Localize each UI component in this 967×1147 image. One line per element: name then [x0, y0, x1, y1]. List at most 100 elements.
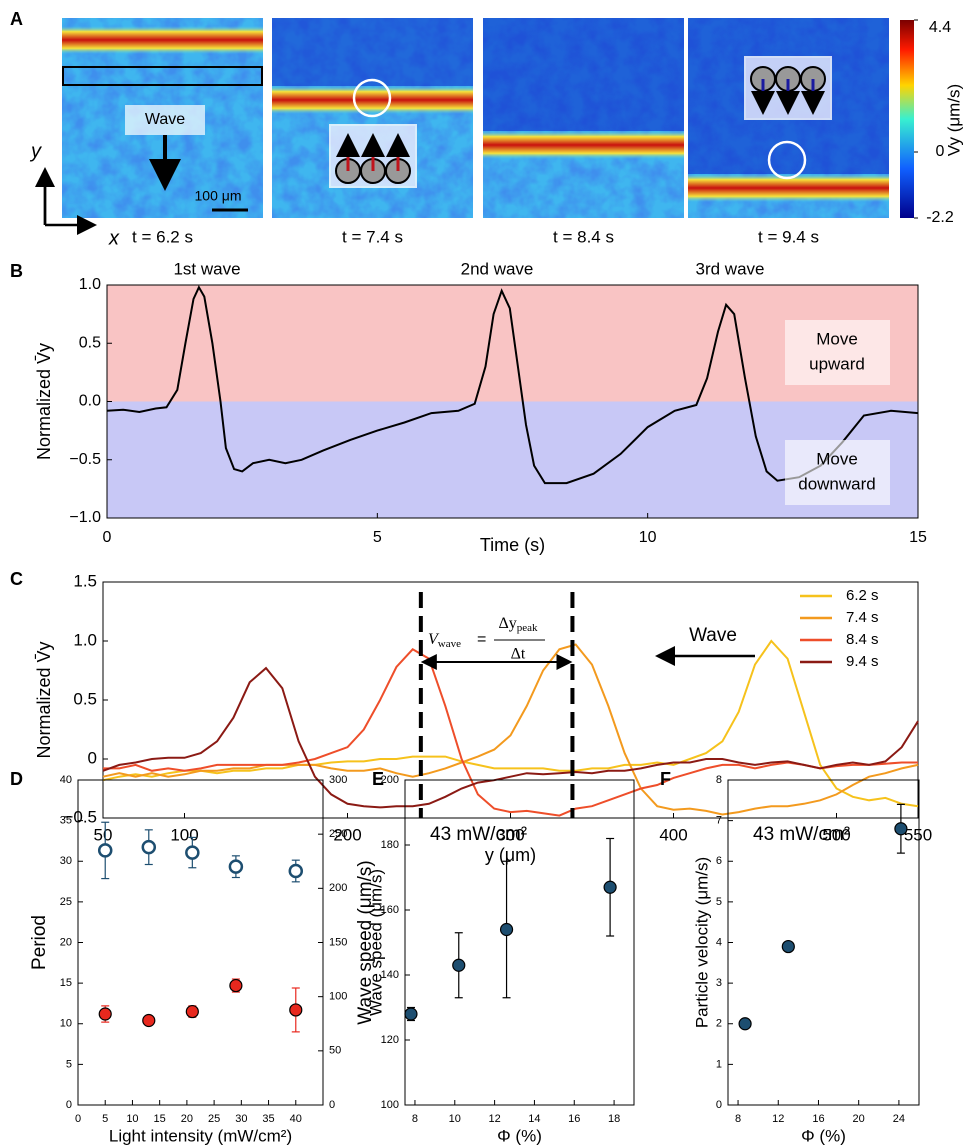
condition-annotation: 43 mW/cm² [430, 824, 527, 845]
data-point [185, 845, 200, 860]
x-tick-label: 40 [290, 1113, 302, 1125]
scale-label: 100 μm [195, 188, 242, 204]
x-tick-label: 10 [449, 1113, 461, 1125]
y-tick-label: 0.5 [73, 689, 97, 708]
y2-tick-label: 0 [329, 1099, 335, 1111]
x-tick-label: 50 [94, 825, 113, 844]
y-tick-label: 0 [88, 748, 97, 767]
x-tick-label: 35 [262, 1113, 274, 1125]
region-label-box [785, 320, 890, 385]
colorbar-tick-label: 4.4 [929, 19, 951, 36]
heatmap-dark [483, 18, 684, 131]
region-down [107, 401, 918, 518]
frame-time: t = 7.4 s [342, 227, 403, 246]
x-tick-label: 12 [488, 1113, 500, 1125]
y-axis-symbol: y [29, 140, 42, 162]
data-point [98, 1007, 112, 1021]
heatmap-band [483, 131, 684, 159]
y-tick-label: 5 [66, 1058, 72, 1070]
data-point [229, 978, 243, 993]
wave-box [125, 105, 205, 135]
plot-frame [77, 779, 324, 1106]
data-line [103, 648, 918, 817]
panel-label: C [10, 569, 23, 589]
x-tick-label: 18 [608, 1113, 620, 1125]
x-tick-label: 25 [208, 1113, 220, 1125]
y-tick-label: 100 [381, 1099, 399, 1111]
y-tick-label: 0.0 [79, 393, 101, 410]
plot-frame [727, 779, 920, 1106]
y-tick-label: 180 [381, 839, 399, 851]
data-point [781, 939, 795, 954]
plot-frame [404, 779, 635, 1106]
wave-annotation: 3rd wave [696, 259, 765, 278]
y2-tick-label: 50 [329, 1045, 341, 1057]
x-axis-label: Φ (%) [497, 1126, 542, 1145]
y-tick-label: 5 [716, 896, 722, 908]
data-line [106, 285, 919, 485]
panel-label: F [660, 769, 671, 789]
y-tick-label: 35 [60, 815, 72, 827]
x-tick-label: 20 [853, 1113, 865, 1125]
data-point [289, 1003, 303, 1017]
x-tick-label: 5 [373, 529, 382, 546]
x-tick-label: 500 [822, 825, 850, 844]
equation-numerator: Δypeak [498, 615, 538, 634]
data-point [141, 839, 157, 855]
y-tick-label: −0.5 [63, 807, 97, 826]
condition-annotation: 43 mW/cm² [753, 824, 850, 845]
y-tick-label: 7 [716, 815, 722, 827]
x-tick-label: 0 [75, 1113, 81, 1125]
colorbar-label: Vy (μm/s) [944, 84, 963, 156]
y2-tick-label: 250 [329, 828, 347, 840]
x-tick-label: 5 [102, 1113, 108, 1125]
region-label: upward [809, 354, 865, 373]
equation-equals: = [477, 631, 486, 648]
y2-tick-label: 300 [329, 774, 347, 786]
x-tick-label: 15 [154, 1113, 166, 1125]
legend-label: 8.4 s [846, 631, 879, 648]
x-tick-label: 15 [909, 529, 927, 546]
y-tick-label: 25 [60, 896, 72, 908]
wave-annotation: 2nd wave [461, 259, 534, 278]
panel-label: D [10, 769, 23, 789]
y-tick-label: 8 [716, 774, 722, 786]
y-tick-label: 4 [716, 936, 722, 948]
inset-circle [352, 78, 392, 118]
x-tick-label: 10 [126, 1113, 138, 1125]
data-line [102, 666, 919, 809]
x-axis-label: y (μm) [485, 845, 536, 865]
region-up [107, 285, 918, 402]
eq-v: V [428, 631, 440, 648]
x-tick-label: 12 [772, 1113, 784, 1125]
y-tick-label: 3 [716, 977, 722, 989]
data-point [185, 1004, 199, 1019]
y-tick-label: 10 [60, 1018, 72, 1030]
data-point [404, 1007, 418, 1021]
panel-label: B [10, 261, 23, 281]
data-point [603, 880, 617, 894]
heatmap-frame [483, 18, 684, 218]
region-label-box [785, 440, 890, 505]
y-tick-label: 20 [60, 936, 72, 948]
region-label: downward [798, 474, 876, 493]
plot-frame [102, 581, 919, 819]
x-tick-label: 0 [103, 529, 112, 546]
y-tick-label: 0 [66, 1099, 72, 1111]
y2-tick-label: 200 [329, 882, 347, 894]
y-axis-label: Normalized V̄y [34, 343, 54, 460]
data-line [102, 639, 919, 808]
y-tick-label: 140 [381, 969, 399, 981]
y-tick-label: 15 [60, 977, 72, 989]
colorbar [900, 20, 914, 218]
equation-lhs: Vwave [428, 631, 461, 650]
data-point [738, 1017, 752, 1031]
y-tick-label: −0.5 [69, 451, 101, 468]
legend-label: 7.4 s [846, 609, 879, 626]
x-tick-label: 300 [496, 825, 524, 844]
frame-time: t = 9.4 s [758, 227, 819, 246]
x-tick-label: 16 [812, 1113, 824, 1125]
y-tick-label: 6 [716, 855, 722, 867]
region-label: Move [816, 449, 858, 468]
x-axis-symbol: x [108, 227, 120, 249]
